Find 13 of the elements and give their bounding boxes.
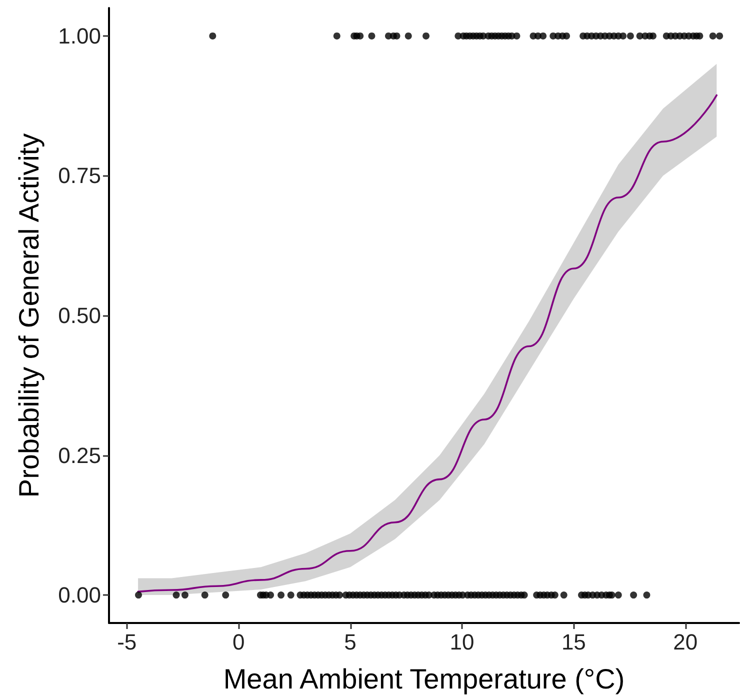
y-axis-title: Probability of General Activity — [14, 133, 44, 498]
x-axis-title: Mean Ambient Temperature (°C) — [223, 664, 625, 694]
x-tick-label: 5 — [344, 630, 356, 654]
y-tick-label: 0.25 — [58, 442, 101, 468]
y-tick-label: 0.50 — [58, 303, 101, 328]
x-tick-label: -5 — [117, 630, 137, 654]
x-tick-label: 10 — [450, 630, 474, 654]
x-tick-label: 20 — [673, 630, 698, 654]
y-tick-label: 1.00 — [58, 23, 101, 48]
x-tick-label: 0 — [232, 630, 245, 654]
x-tick-label: 15 — [561, 630, 586, 654]
y-tick-label: 0.75 — [58, 163, 101, 188]
y-tick-label: 0.00 — [58, 582, 101, 608]
